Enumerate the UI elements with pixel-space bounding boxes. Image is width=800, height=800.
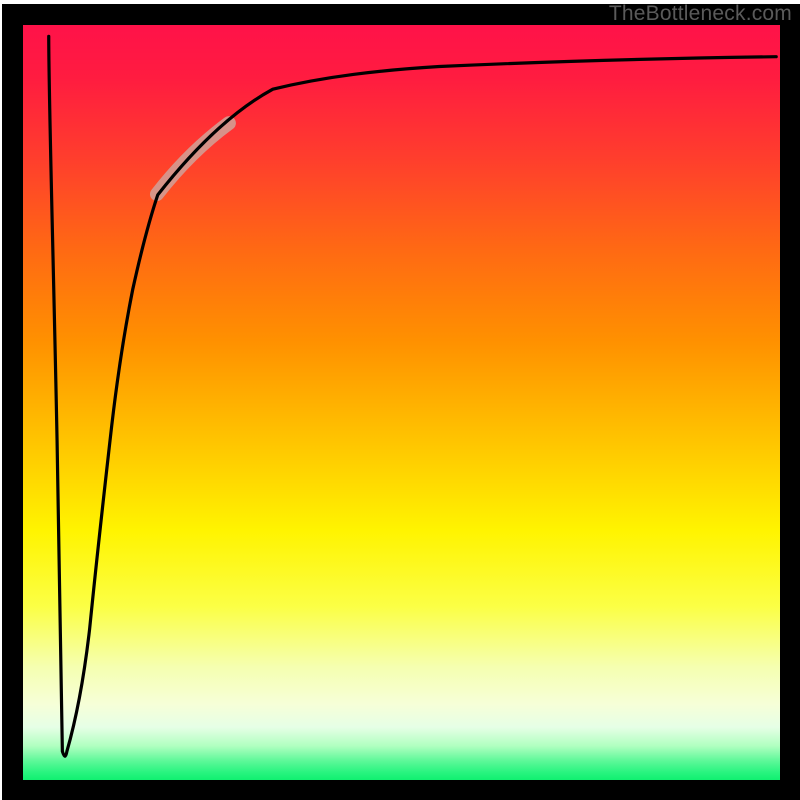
chart-background-gradient [23,25,780,780]
chart-container: TheBottleneck.com [0,0,800,800]
bottleneck-chart [0,0,800,800]
watermark-text: TheBottleneck.com [609,2,792,26]
